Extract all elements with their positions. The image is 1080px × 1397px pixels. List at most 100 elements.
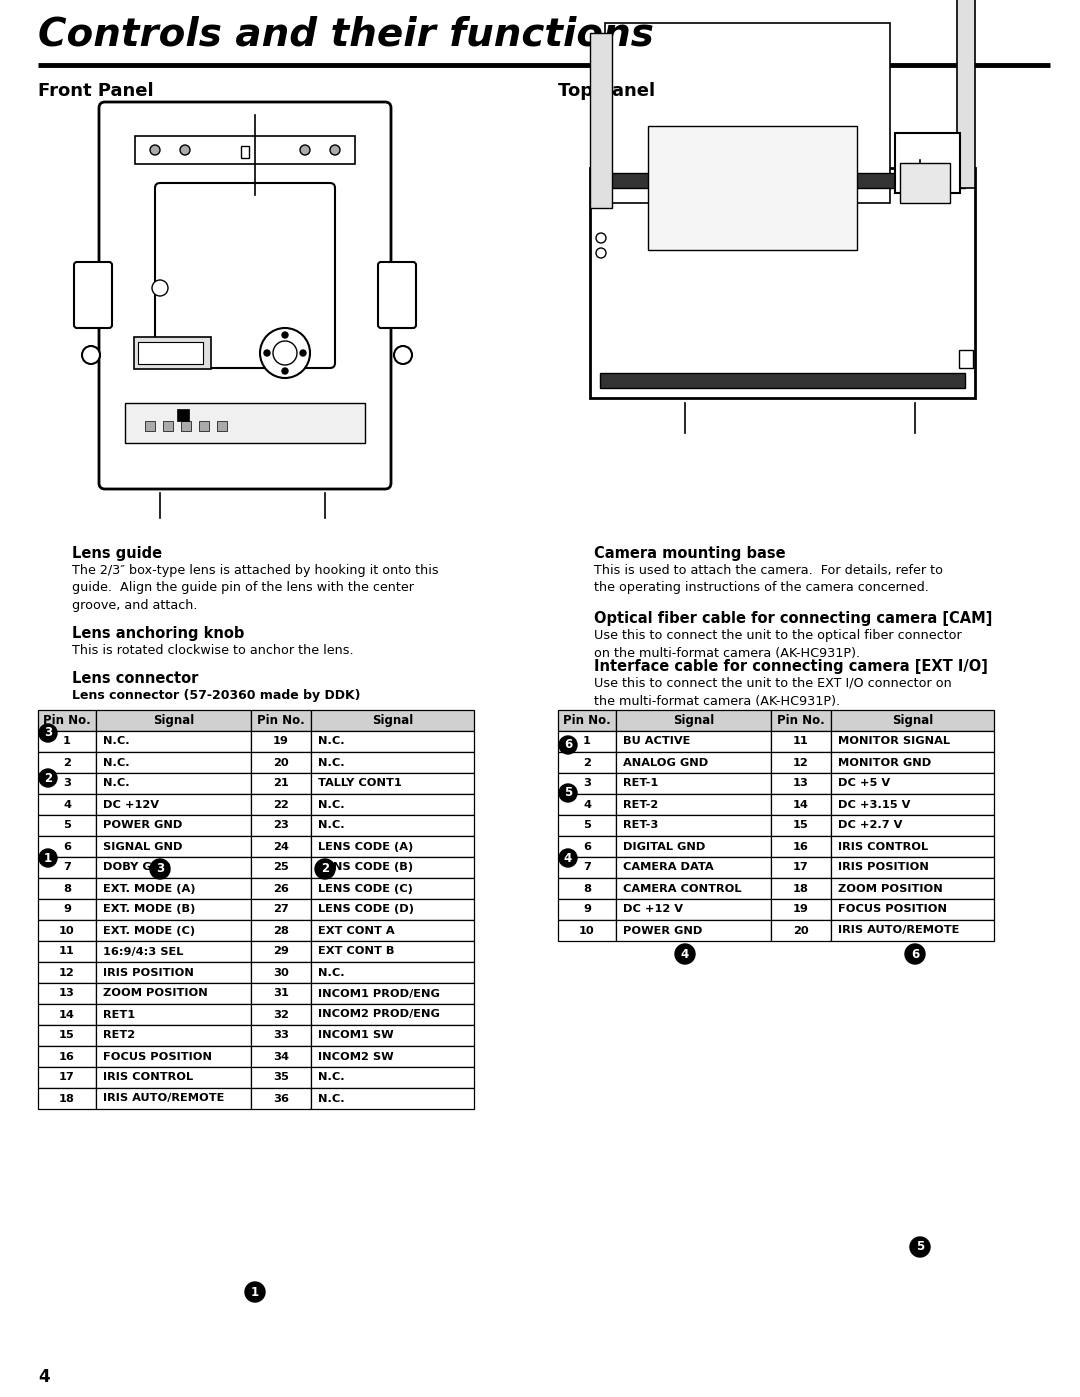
Text: INCOM2 SW: INCOM2 SW [318, 1052, 393, 1062]
Text: SIGNAL GND: SIGNAL GND [103, 841, 183, 852]
Text: POWER GND: POWER GND [623, 925, 702, 936]
Text: RET-3: RET-3 [623, 820, 659, 830]
Text: CAMERA CONTROL: CAMERA CONTROL [623, 883, 742, 894]
Bar [616, 835, 771, 856]
Text: 10: 10 [59, 925, 75, 936]
Text: 6: 6 [63, 841, 71, 852]
Bar [311, 1067, 474, 1088]
Text: 17: 17 [59, 1073, 75, 1083]
Circle shape [905, 944, 924, 964]
Bar [251, 1067, 311, 1088]
Text: 29: 29 [273, 947, 289, 957]
Text: DC +12V: DC +12V [103, 799, 159, 809]
Bar [38, 1067, 96, 1088]
Text: 2: 2 [44, 771, 52, 785]
Text: TALLY CONT1: TALLY CONT1 [318, 778, 402, 788]
Bar [38, 773, 96, 793]
FancyBboxPatch shape [99, 102, 391, 489]
Bar [831, 835, 994, 856]
Bar [251, 942, 311, 963]
Text: Top Panel: Top Panel [558, 82, 656, 101]
Bar [558, 752, 616, 773]
Text: Front Panel: Front Panel [38, 82, 153, 101]
Text: 18: 18 [59, 1094, 75, 1104]
Text: 3: 3 [583, 778, 591, 788]
Text: Use this to connect the unit to the optical fiber connector
on the multi-format : Use this to connect the unit to the opti… [594, 629, 962, 659]
Text: 4: 4 [63, 799, 71, 809]
Text: 5: 5 [63, 820, 71, 830]
Text: 2: 2 [583, 757, 591, 767]
Circle shape [150, 145, 160, 155]
Bar [251, 773, 311, 793]
Text: 1: 1 [63, 736, 71, 746]
Text: RET-1: RET-1 [623, 778, 658, 788]
Bar [311, 773, 474, 793]
Circle shape [300, 145, 310, 155]
Text: DC +12 V: DC +12 V [623, 904, 683, 915]
Text: 12: 12 [59, 968, 75, 978]
Bar [831, 877, 994, 900]
Bar [135, 136, 355, 163]
Text: INCOM2 PROD/ENG: INCOM2 PROD/ENG [318, 1010, 440, 1020]
Bar [616, 814, 771, 835]
Bar [959, 351, 973, 367]
Text: 15: 15 [59, 1031, 75, 1041]
Bar [311, 942, 474, 963]
Bar [900, 163, 950, 203]
Text: Interface cable for connecting camera [EXT I/O]: Interface cable for connecting camera [E… [594, 659, 988, 673]
Text: N.C.: N.C. [318, 968, 345, 978]
Text: Use this to connect the unit to the EXT I/O connector on
the multi-format camera: Use this to connect the unit to the EXT … [594, 678, 951, 707]
Text: 19: 19 [793, 904, 809, 915]
Bar [38, 983, 96, 1004]
Bar [590, 34, 612, 208]
Circle shape [282, 367, 288, 374]
Bar [251, 1004, 311, 1025]
Bar [558, 731, 616, 752]
Text: 9: 9 [583, 904, 591, 915]
Text: EXT. MODE (C): EXT. MODE (C) [103, 925, 195, 936]
FancyBboxPatch shape [378, 263, 416, 328]
Text: 1: 1 [251, 1285, 259, 1298]
Bar [251, 710, 311, 731]
Text: 16:9/4:3 SEL: 16:9/4:3 SEL [103, 947, 184, 957]
Bar [558, 877, 616, 900]
Text: MONITOR SIGNAL: MONITOR SIGNAL [838, 736, 950, 746]
Text: 12: 12 [793, 757, 809, 767]
Text: 34: 34 [273, 1052, 289, 1062]
Bar [771, 835, 831, 856]
Text: This is rotated clockwise to anchor the lens.: This is rotated clockwise to anchor the … [72, 644, 353, 657]
Circle shape [596, 249, 606, 258]
Text: INCOM1 PROD/ENG: INCOM1 PROD/ENG [318, 989, 440, 999]
Text: 7: 7 [583, 862, 591, 873]
Circle shape [150, 859, 170, 879]
Circle shape [39, 768, 57, 787]
Text: Camera mounting base: Camera mounting base [594, 546, 785, 562]
Bar [251, 856, 311, 877]
Text: 9: 9 [63, 904, 71, 915]
Text: The 2/3″ box-type lens is attached by hooking it onto this
guide.  Align the gui: The 2/3″ box-type lens is attached by ho… [72, 564, 438, 612]
Bar [38, 731, 96, 752]
Bar [96, 983, 251, 1004]
Circle shape [152, 279, 168, 296]
Text: 14: 14 [59, 1010, 75, 1020]
Text: FOCUS POSITION: FOCUS POSITION [838, 904, 947, 915]
Text: 10: 10 [579, 925, 595, 936]
Text: 5: 5 [564, 787, 572, 799]
Bar [125, 402, 365, 443]
Text: 4: 4 [564, 852, 572, 865]
Bar [311, 921, 474, 942]
Bar [831, 814, 994, 835]
Text: EXT. MODE (A): EXT. MODE (A) [103, 883, 195, 894]
Text: DOBY GND: DOBY GND [103, 862, 171, 873]
Text: 28: 28 [273, 925, 289, 936]
Text: Controls and their functions: Controls and their functions [38, 15, 653, 53]
Bar [96, 963, 251, 983]
Bar [831, 731, 994, 752]
Bar [600, 373, 966, 388]
Text: N.C.: N.C. [318, 799, 345, 809]
Bar [616, 877, 771, 900]
Text: 27: 27 [273, 904, 288, 915]
Bar [145, 420, 156, 432]
Bar [771, 877, 831, 900]
Text: Pin No.: Pin No. [778, 714, 825, 726]
